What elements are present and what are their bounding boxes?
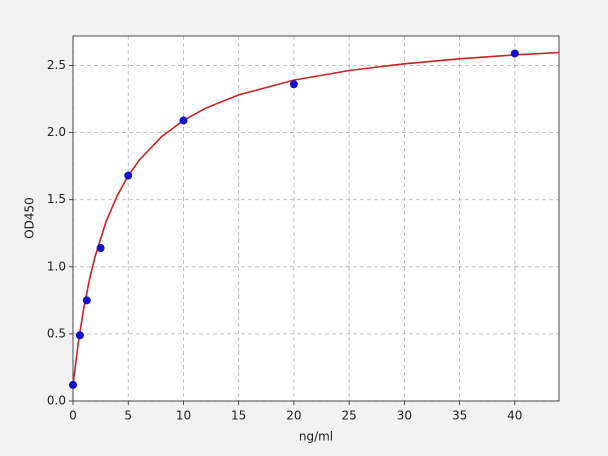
y-tick-label: 0.5 bbox=[47, 326, 66, 340]
data-point bbox=[82, 296, 91, 305]
x-tick-label: 40 bbox=[507, 409, 522, 423]
x-tick-label: 15 bbox=[231, 409, 246, 423]
y-tick-label: 1.0 bbox=[47, 259, 66, 273]
data-point bbox=[69, 380, 77, 389]
plot-area bbox=[73, 36, 559, 401]
y-tick-label: 2.5 bbox=[47, 58, 66, 72]
x-tick-label: 20 bbox=[286, 409, 301, 423]
data-point bbox=[289, 80, 298, 89]
x-tick-label: 0 bbox=[69, 409, 77, 423]
fit-curve bbox=[72, 51, 560, 385]
data-point bbox=[510, 49, 519, 58]
data-point bbox=[96, 244, 105, 253]
x-tick-label: 35 bbox=[452, 409, 467, 423]
x-tick-label: 30 bbox=[397, 409, 412, 423]
plot-frame bbox=[72, 35, 560, 402]
y-axis-label: OD450 bbox=[23, 197, 37, 239]
y-tick-label: 0.0 bbox=[47, 394, 66, 408]
y-tick-label: 1.5 bbox=[47, 192, 66, 206]
x-axis-label: ng/ml bbox=[299, 430, 333, 444]
x-tick-label: 5 bbox=[124, 409, 132, 423]
y-tick-label: 2.0 bbox=[47, 125, 66, 139]
data-point bbox=[75, 331, 84, 340]
data-point bbox=[179, 116, 188, 125]
data-point bbox=[124, 171, 133, 180]
x-tick-label: 25 bbox=[341, 409, 356, 423]
x-tick-label: 10 bbox=[176, 409, 191, 423]
